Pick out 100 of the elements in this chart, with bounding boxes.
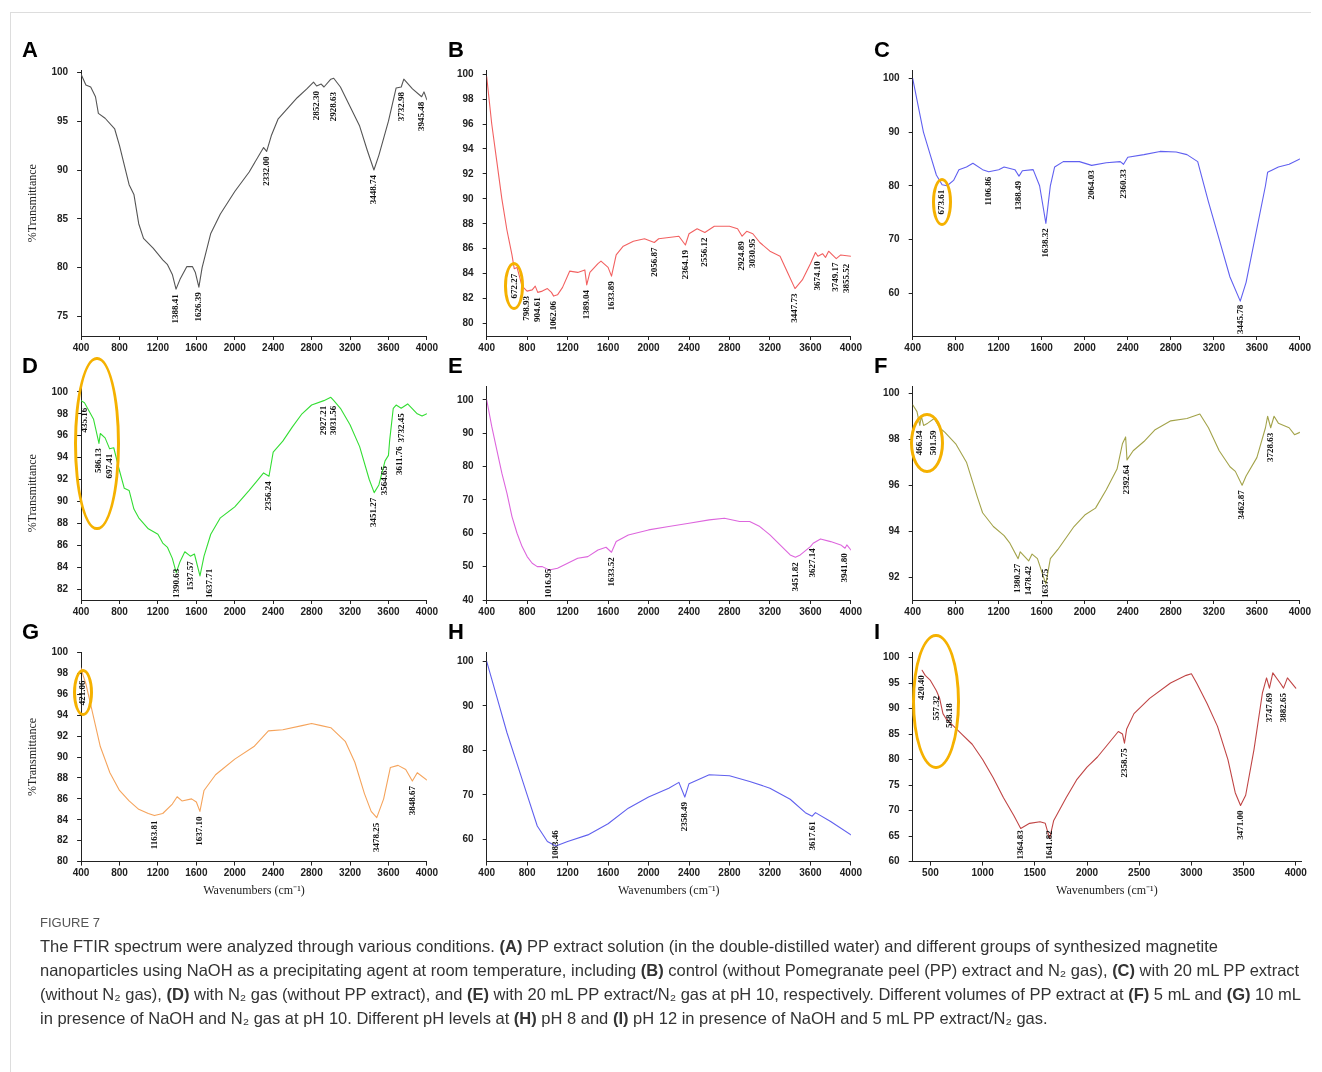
annotation: 3445.78 bbox=[1234, 304, 1245, 334]
x-tick-label: 3200 bbox=[758, 867, 782, 879]
y-tick-label: 70 bbox=[888, 233, 901, 245]
annotation: 1083.46 bbox=[550, 829, 561, 860]
chart-title: E bbox=[448, 353, 463, 379]
text: The FTIR spectrum were analyzed through various conditions. (A) PP extract solution (in the double-distilled water) and different groups of synthesized magnetite nanoparticles using NaOH as a precipitating agent at room temperature, including (B) control (without Pomegranate peel (PP) extract and N₂ gas), (C) with 20 mL PP extract (without N₂ gas), (D) with N₂ gas (without PP extract), and (E) with 20 mL PP extract/N₂ gas at pH 10, respectively. Different volumes of PP extract at (F) 5 mL and (G) 10 mL in presence of NaOH and N₂ gas at pH 10. Different pH levels at (H) pH 8 and (I) pH 12 in presence of NaOH and 5 mL PP extract/N₂ gas. bbox=[40, 937, 1301, 1027]
x-tick-label: 1200 bbox=[556, 867, 580, 879]
y-tick-label: 60 bbox=[462, 833, 475, 845]
x-tick-label: 400 bbox=[904, 605, 922, 617]
x-tick-label: 2400 bbox=[262, 867, 285, 879]
annotation: 435.16 bbox=[78, 407, 89, 433]
x-tick-label: 800 bbox=[111, 605, 129, 617]
x-tick-label: 2400 bbox=[677, 341, 701, 353]
y-tick-label: 90 bbox=[888, 702, 901, 714]
y-tick-label: 80 bbox=[462, 460, 475, 472]
annotation: 3945.48 bbox=[415, 101, 426, 132]
y-tick-label: 80 bbox=[888, 179, 901, 191]
y-tick-label: 98 bbox=[462, 92, 475, 104]
x-tick-label: 3600 bbox=[1245, 341, 1269, 353]
x-tick-label: 1200 bbox=[987, 605, 1011, 617]
annotation: 2360.33 bbox=[1117, 168, 1128, 199]
x-axis-title: Wavenumbers (cm⁻¹) bbox=[203, 882, 305, 897]
x-tick-label: 400 bbox=[72, 605, 90, 617]
x-tick-label: 3600 bbox=[377, 867, 401, 879]
y-tick-label: 60 bbox=[462, 527, 475, 538]
annotation: 421.06 bbox=[77, 679, 88, 706]
y-tick-label: 80 bbox=[462, 317, 475, 329]
annotation: 2924.89 bbox=[736, 240, 747, 271]
annotation: 557.32 bbox=[930, 695, 941, 721]
x-tick-label: 3200 bbox=[758, 605, 782, 617]
x-tick-label: 4000 bbox=[415, 867, 439, 879]
y-tick-label: 90 bbox=[462, 699, 475, 711]
x-tick-label: 500 bbox=[922, 867, 940, 879]
x-tick-label: 1200 bbox=[556, 341, 580, 353]
x-tick-label: 800 bbox=[518, 867, 536, 879]
x-tick-label: 4000 bbox=[415, 605, 439, 617]
annotation: 1364.83 bbox=[1015, 829, 1026, 860]
y-tick-label: 60 bbox=[888, 286, 901, 298]
y-tick-label: 95 bbox=[888, 676, 901, 688]
y-tick-label: 80 bbox=[56, 855, 69, 867]
y-tick-label: 100 bbox=[457, 67, 475, 79]
annotation: 3882.65 bbox=[1277, 692, 1288, 723]
x-tick-label: 1000 bbox=[971, 867, 995, 879]
x-tick-label: 3600 bbox=[799, 605, 822, 617]
annotation: 1062.06 bbox=[547, 300, 558, 331]
annotation: 1380.27 bbox=[1012, 563, 1023, 593]
x-tick-label: 1600 bbox=[185, 867, 208, 879]
y-tick-label: 90 bbox=[56, 495, 69, 507]
y-tick-label: 92 bbox=[462, 167, 475, 179]
annotation: 1389.04 bbox=[581, 289, 592, 320]
x-tick-label: 2000 bbox=[1075, 867, 1099, 879]
x-tick-label: 2400 bbox=[262, 341, 285, 353]
x-tick-label: 400 bbox=[478, 341, 496, 353]
y-tick-label: 88 bbox=[56, 517, 69, 529]
x-tick-label: 2800 bbox=[718, 341, 742, 353]
annotation: 3747.69 bbox=[1263, 692, 1274, 723]
x-tick-label: 2800 bbox=[300, 341, 324, 353]
chart-title: D bbox=[22, 353, 38, 379]
annotation: 3728.63 bbox=[1265, 432, 1276, 462]
annotation: 3030.95 bbox=[747, 238, 758, 268]
annotation: 1388.41 bbox=[170, 293, 181, 324]
x-tick-label: 4000 bbox=[1284, 867, 1308, 879]
annotation: 2392.64 bbox=[1121, 464, 1132, 495]
y-tick-label: 70 bbox=[888, 804, 901, 816]
x-tick-label: 2000 bbox=[637, 605, 661, 617]
annotation: 1637.71 bbox=[204, 568, 215, 598]
x-tick-label: 2800 bbox=[300, 867, 324, 879]
annotation: 3732.98 bbox=[395, 91, 406, 122]
y-tick-label: 82 bbox=[462, 292, 475, 304]
x-tick-label: 2400 bbox=[1116, 605, 1140, 617]
chart-title: G bbox=[22, 619, 40, 645]
x-tick-label: 400 bbox=[72, 867, 90, 879]
x-tick-label: 2800 bbox=[300, 605, 324, 617]
annotation: 798.93 bbox=[521, 295, 532, 321]
y-tick-label: 88 bbox=[462, 217, 475, 229]
x-tick-label: 1500 bbox=[1023, 867, 1047, 879]
y-tick-label: 98 bbox=[888, 432, 901, 444]
annotation: 672.27 bbox=[508, 273, 519, 299]
y-tick-label: 86 bbox=[56, 538, 69, 550]
annotation: 3448.74 bbox=[368, 174, 379, 205]
annotation: 3732.45 bbox=[395, 412, 406, 443]
annotation: 3611.76 bbox=[393, 445, 404, 475]
y-tick-label: 82 bbox=[56, 582, 69, 594]
x-tick-label: 2400 bbox=[677, 867, 701, 879]
annotation: 1638.32 bbox=[1040, 227, 1051, 258]
x-tick-label: 4000 bbox=[415, 341, 439, 353]
annotation: 2358.75 bbox=[1118, 747, 1129, 778]
y-tick-label: 94 bbox=[462, 142, 475, 154]
chart-title: C bbox=[874, 37, 890, 63]
x-tick-label: 2400 bbox=[1116, 341, 1140, 353]
x-tick-label: 3200 bbox=[1202, 605, 1226, 617]
chart-title: A bbox=[22, 37, 38, 63]
x-tick-label: 3200 bbox=[758, 341, 782, 353]
x-tick-label: 3200 bbox=[338, 867, 362, 879]
x-tick-label: 1200 bbox=[146, 341, 170, 353]
y-tick-label: 84 bbox=[462, 267, 475, 279]
annotation: 1106.86 bbox=[983, 176, 994, 206]
text: FIGURE 7 bbox=[40, 915, 101, 930]
x-tick-label: 1600 bbox=[185, 605, 208, 617]
x-tick-label: 2000 bbox=[223, 867, 247, 879]
